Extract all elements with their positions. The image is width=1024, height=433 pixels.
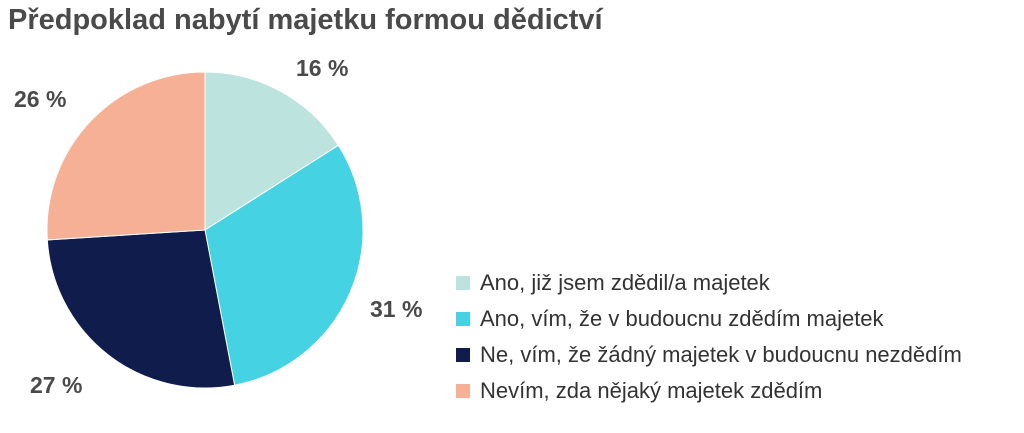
legend-swatch xyxy=(456,384,470,398)
slice-will-inherit xyxy=(204,144,364,386)
legend-item: Ano, vím, že v budoucnu zdědím majetek xyxy=(456,301,962,337)
legend-item: Ano, již jsem zdědil/a majetek xyxy=(456,265,962,301)
legend-label: Ano, vím, že v budoucnu zdědím majetek xyxy=(480,306,884,331)
legend-item: Ne, vím, že žádný majetek v budoucnu nez… xyxy=(456,337,962,373)
legend-swatch xyxy=(456,348,470,362)
legend-swatch xyxy=(456,276,470,290)
legend-label: Ne, vím, že žádný majetek v budoucnu nez… xyxy=(480,342,962,367)
legend-swatch xyxy=(456,312,470,326)
data-label: 27 % xyxy=(30,372,83,398)
legend-label: Nevím, zda nějaký majetek zdědím xyxy=(480,378,823,403)
data-label: 26 % xyxy=(14,86,67,112)
chart-title: Předpoklad nabytí majetku formou dědictv… xyxy=(8,4,603,36)
data-label: 31 % xyxy=(370,296,423,322)
slice-will-not-inherit xyxy=(46,229,236,389)
slice-dont-know xyxy=(46,71,206,241)
legend-label: Ano, již jsem zdědil/a majetek xyxy=(480,270,770,295)
data-label: 16 % xyxy=(296,55,349,81)
slice-already-inherited xyxy=(204,71,340,231)
legend-item: Nevím, zda nějaký majetek zdědím xyxy=(456,373,962,409)
legend: Ano, již jsem zdědil/a majetek Ano, vím,… xyxy=(456,265,962,409)
